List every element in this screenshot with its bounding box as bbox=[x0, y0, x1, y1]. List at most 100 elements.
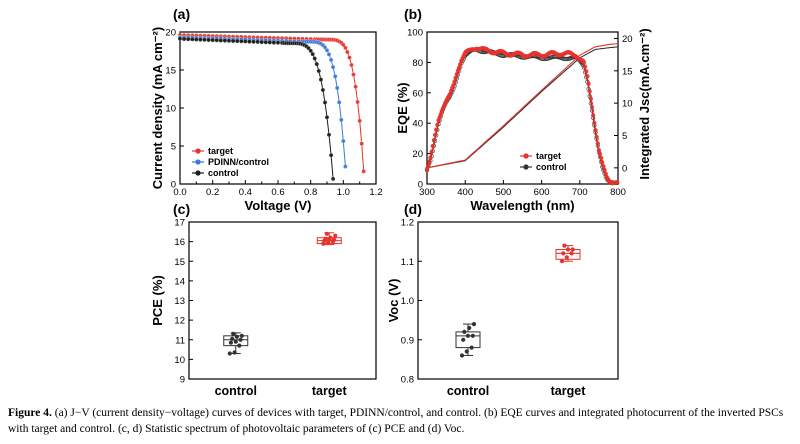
panel-c-plot-frame bbox=[188, 221, 377, 380]
box-point-control bbox=[469, 345, 474, 350]
legend-label: PDINN/control bbox=[208, 157, 269, 167]
caption-label: Figure 4. bbox=[8, 407, 52, 419]
panel-b-x-tick-label: 500 bbox=[495, 187, 511, 198]
eqe-point bbox=[595, 141, 600, 146]
box-point-control bbox=[228, 340, 233, 345]
jv-point bbox=[345, 49, 350, 55]
eqe-point bbox=[600, 160, 605, 165]
panel-c-y-tick-label: 11 bbox=[175, 335, 185, 346]
panel-a-y-tick-label: 10 bbox=[165, 104, 176, 115]
caption-text: (a) J−V (current density−voltage) curves… bbox=[8, 407, 784, 435]
panel-b-y-tick-label: 40 bbox=[412, 119, 423, 130]
box-point-control bbox=[233, 339, 238, 344]
jv-point bbox=[247, 39, 252, 44]
panel-d-plot-frame bbox=[417, 221, 619, 380]
box-point-target bbox=[561, 251, 566, 256]
integrated-jsc-control bbox=[426, 46, 619, 169]
jv-point bbox=[275, 40, 281, 45]
panel-b-y-tick-label: 100 bbox=[407, 28, 423, 39]
panel-b-y2-tick-label: 15 bbox=[622, 66, 633, 77]
panel-a-y-tick-label: 20 bbox=[165, 28, 176, 39]
eqe-point bbox=[601, 164, 606, 169]
jv-point bbox=[336, 100, 342, 105]
panel-c-label: (c) bbox=[173, 201, 190, 217]
jv-point bbox=[259, 39, 264, 45]
eqe-point bbox=[427, 159, 432, 165]
panel-b-y-tick-label: 20 bbox=[412, 149, 423, 160]
eqe-point bbox=[458, 62, 463, 67]
panel-a-x-axis-title: Voltage (V) bbox=[245, 198, 312, 213]
panel-d-y-tick-label: 1.1 bbox=[401, 257, 414, 268]
eqe-point bbox=[434, 127, 439, 132]
panel-d-voc-boxplot: (d) 0.8 0.9 1.0 1.1 1.2 Voc (V) control target bbox=[386, 201, 619, 398]
panel-b-y-axis-title: EQE (%) bbox=[395, 82, 410, 133]
eqe-point bbox=[596, 147, 602, 153]
jv-point bbox=[328, 152, 334, 158]
jv-point bbox=[202, 37, 207, 43]
jv-point bbox=[351, 72, 356, 77]
jv-point bbox=[198, 37, 203, 42]
eqe-curve-target bbox=[426, 46, 619, 185]
panel-a-jv-curves: (a) 0.0 0.2 0.4 0.6 0.8 1.0 1.2 0 5 10 15 20 Voltage … bbox=[150, 6, 383, 213]
box-point-target bbox=[562, 243, 567, 248]
panel-c-y-tick-label: 9 bbox=[180, 375, 185, 386]
eqe-point bbox=[597, 151, 603, 157]
eqe-point bbox=[594, 134, 599, 140]
panel-b-y2-axis-title: Integrated Jsc(mA.cm⁻²) bbox=[637, 28, 652, 179]
jv-point bbox=[328, 57, 334, 63]
eqe-point bbox=[591, 112, 596, 118]
jv-point bbox=[349, 62, 354, 68]
eqe-point bbox=[602, 167, 607, 173]
panel-a-x-tick-label: 0.2 bbox=[206, 187, 219, 198]
jv-point bbox=[308, 48, 313, 54]
eqe-point bbox=[582, 64, 588, 69]
eqe-point bbox=[584, 69, 589, 74]
jv-point bbox=[230, 38, 236, 44]
panel-b-x-tick-label: 400 bbox=[457, 187, 473, 198]
box-point-target bbox=[569, 251, 574, 256]
jv-point bbox=[334, 85, 340, 91]
panel-c-y-axis-title: PCE (%) bbox=[150, 275, 165, 326]
eqe-point bbox=[599, 155, 604, 161]
jv-point bbox=[210, 37, 215, 43]
box-point-target bbox=[559, 259, 565, 264]
jv-point bbox=[177, 36, 183, 42]
panel-d-y-tick-label: 0.8 bbox=[401, 375, 414, 386]
panel-b-y-tick-label: 0 bbox=[418, 180, 423, 191]
jv-point bbox=[343, 45, 348, 51]
panel-b-plot-frame bbox=[426, 31, 619, 185]
jv-point bbox=[263, 40, 269, 45]
eqe-point bbox=[588, 96, 594, 102]
jv-point bbox=[194, 37, 199, 42]
jv-point bbox=[267, 40, 273, 45]
panel-d-y-tick-label: 1.0 bbox=[401, 296, 414, 307]
jv-point bbox=[324, 48, 330, 53]
panel-d-y-tick-label: 0.9 bbox=[401, 335, 414, 346]
panel-b-x-tick-label: 600 bbox=[534, 187, 550, 198]
jv-point bbox=[324, 115, 330, 120]
panel-d-label: (d) bbox=[404, 201, 422, 217]
jv-point bbox=[361, 169, 366, 174]
jv-point bbox=[353, 84, 358, 89]
eqe-point bbox=[454, 71, 459, 77]
box-point-target bbox=[564, 255, 569, 260]
panel-c-y-tick-label: 13 bbox=[174, 296, 185, 307]
panel-a-x-tick-label: 0.6 bbox=[271, 187, 284, 198]
box-point-control bbox=[470, 333, 475, 338]
eqe-point bbox=[452, 79, 457, 84]
box-point-control bbox=[237, 343, 242, 348]
panel-c-pce-boxplot: (c) 9 10 11 12 13 14 15 16 17 PCE (%) control target bbox=[150, 201, 377, 398]
box-point-control bbox=[467, 325, 472, 331]
jv-point bbox=[339, 117, 344, 123]
jv-point bbox=[326, 132, 332, 138]
jv-point bbox=[222, 38, 228, 43]
jv-point bbox=[214, 38, 220, 43]
box-point-target bbox=[323, 236, 328, 241]
box-point-target bbox=[332, 237, 337, 242]
panel-a-y-tick-label: 0 bbox=[171, 180, 176, 191]
jv-point bbox=[330, 176, 336, 182]
eqe-point bbox=[435, 122, 440, 128]
box-point-target bbox=[333, 233, 338, 238]
legend-marker bbox=[523, 164, 529, 170]
eqe-point bbox=[587, 89, 592, 94]
